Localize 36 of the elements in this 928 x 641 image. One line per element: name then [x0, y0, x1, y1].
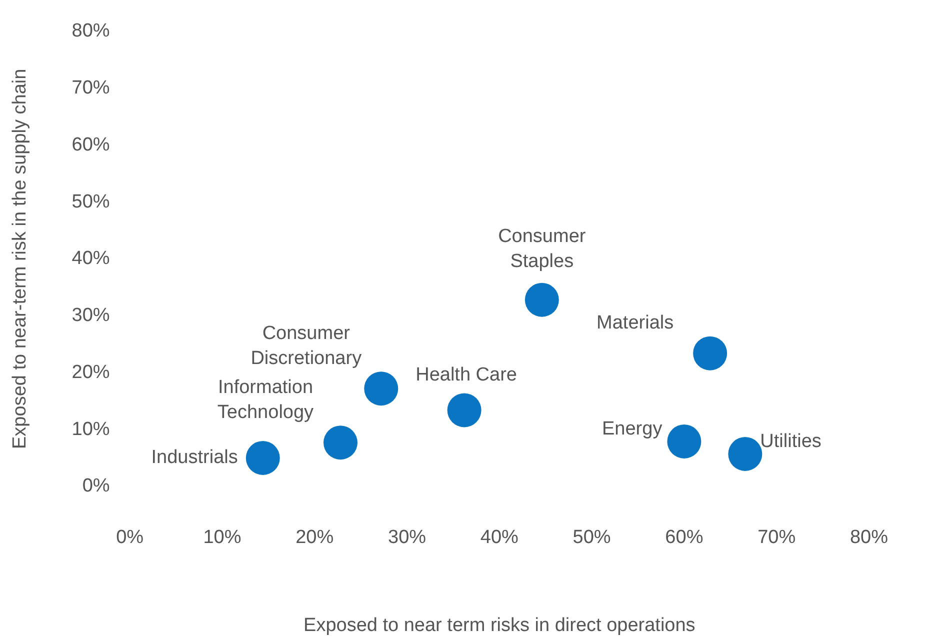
y-tick-label: 40%	[72, 248, 110, 270]
x-tick-label: 80%	[850, 527, 888, 548]
y-tick-label: 20%	[72, 362, 110, 383]
point	[364, 372, 398, 406]
x-tick-label: 30%	[388, 527, 426, 548]
point	[323, 426, 358, 460]
point	[728, 436, 762, 471]
x-tick-label: 10%	[203, 527, 242, 548]
series-label: Consumer Discretionary	[250, 322, 362, 369]
x-tick-label: 70%	[758, 527, 796, 548]
y-tick-label: 30%	[72, 305, 110, 326]
point	[447, 393, 482, 428]
x-tick-label: 0%	[116, 527, 144, 548]
x-tick-label: 20%	[296, 527, 334, 548]
series-label: Materials	[596, 312, 674, 334]
series-label: Consumer Staples	[498, 226, 586, 272]
x-axis-title: Exposed to near term risks in direct operations	[304, 614, 696, 636]
point	[524, 282, 559, 317]
y-tick-label: 50%	[72, 191, 110, 212]
series-label: Utilities	[760, 431, 822, 452]
y-tick-label: 10%	[72, 418, 110, 440]
y-axis-title: Exposed to near-term risk in the supply chain	[10, 68, 31, 449]
x-tick-label: 40%	[480, 527, 519, 548]
series-label: Energy	[602, 418, 663, 440]
x-tick-label: 60%	[665, 527, 704, 548]
y-tick-label: 0%	[82, 476, 110, 497]
y-tick-label: 70%	[72, 78, 110, 99]
y-tick-label: 60%	[72, 134, 110, 156]
point	[667, 424, 702, 458]
point	[246, 440, 280, 475]
y-tick-label: 80%	[72, 20, 110, 42]
series-label: Industrials	[151, 447, 238, 468]
x-tick-label: 50%	[572, 527, 611, 548]
series-label: Information Technology	[217, 376, 314, 423]
point	[693, 336, 728, 370]
series-label: Health Care	[416, 364, 517, 386]
